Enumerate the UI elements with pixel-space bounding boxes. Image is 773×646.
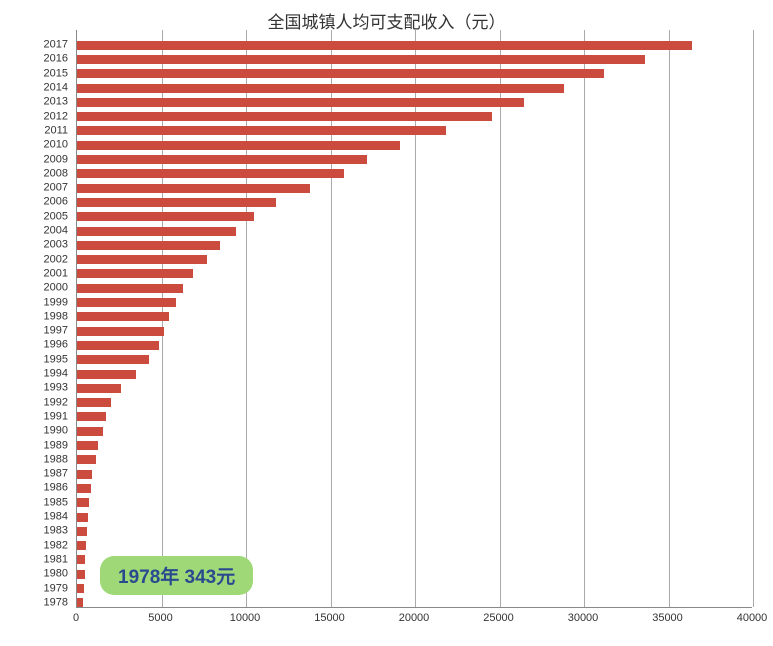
y-tick-label: 1995 [18,354,68,365]
y-tick-label: 1982 [18,540,68,551]
y-tick-label: 2015 [18,68,68,79]
y-tick-label: 1983 [18,526,68,537]
x-tick-label: 40000 [737,612,768,624]
y-tick-label: 2012 [18,111,68,122]
y-tick-label: 1997 [18,326,68,337]
y-axis-labels: 1978 1979 1980 1981 1982 1983 1984 1985 1986 1987… [0,30,72,608]
bar [77,55,645,64]
bar [77,570,85,579]
x-tick-label: 35000 [652,612,683,624]
bar [77,470,92,479]
y-tick-label: 2014 [18,83,68,94]
bar [77,427,103,436]
bar [77,498,89,507]
bar [77,84,564,93]
bar [77,126,446,135]
y-tick-label: 1988 [18,454,68,465]
bar [77,169,344,178]
y-tick-label: 1979 [18,583,68,594]
bar [77,141,400,150]
grid-line [500,30,501,607]
bar [77,41,692,50]
y-tick-label: 2017 [18,40,68,51]
y-tick-label: 2000 [18,283,68,294]
bar [77,98,524,107]
x-axis-labels: 0500010000150002000025000300003500040000 [76,612,752,632]
x-tick-label: 25000 [483,612,514,624]
bar [77,355,149,364]
y-tick-label: 1996 [18,340,68,351]
y-tick-label: 2013 [18,97,68,108]
y-tick-label: 2006 [18,197,68,208]
bar [77,312,169,321]
grid-line [584,30,585,607]
bar [77,198,276,207]
chart-title: 全国城镇人均可支配收入（元） [0,0,773,33]
y-tick-label: 2004 [18,226,68,237]
bar [77,455,96,464]
x-tick-label: 20000 [399,612,430,624]
y-tick-label: 1981 [18,554,68,565]
bar [77,227,236,236]
y-tick-label: 2002 [18,254,68,265]
y-tick-label: 1980 [18,569,68,580]
bar [77,69,604,78]
y-tick-label: 2011 [18,125,68,136]
bar [77,255,207,264]
y-tick-label: 2003 [18,240,68,251]
bar [77,484,91,493]
bar [77,584,84,593]
bar [77,555,85,564]
y-tick-label: 1985 [18,497,68,508]
y-tick-label: 1992 [18,397,68,408]
y-tick-label: 1994 [18,369,68,380]
bar [77,212,254,221]
bar [77,112,492,121]
plot-region [76,30,752,608]
y-tick-label: 1989 [18,440,68,451]
bar [77,341,159,350]
bar [77,412,106,421]
bar [77,184,310,193]
y-tick-label: 2009 [18,154,68,165]
y-tick-label: 2001 [18,268,68,279]
x-tick-label: 10000 [230,612,261,624]
bar [77,513,88,522]
bar [77,241,220,250]
y-tick-label: 1990 [18,426,68,437]
y-tick-label: 1993 [18,383,68,394]
bar [77,398,111,407]
y-tick-label: 2008 [18,168,68,179]
bar [77,598,83,607]
y-tick-label: 1984 [18,512,68,523]
highlight-badge: 1978年 343元 [100,556,253,595]
x-tick-label: 0 [73,612,79,624]
bar [77,298,176,307]
bar [77,541,86,550]
bar [77,284,183,293]
y-tick-label: 1999 [18,297,68,308]
y-tick-label: 1978 [18,597,68,608]
chart-area [76,30,752,620]
y-tick-label: 1986 [18,483,68,494]
y-tick-label: 1987 [18,469,68,480]
y-tick-label: 2007 [18,183,68,194]
y-tick-label: 1998 [18,311,68,322]
bar [77,370,136,379]
y-tick-label: 1991 [18,411,68,422]
y-tick-label: 2005 [18,211,68,222]
bar [77,527,87,536]
bar [77,269,193,278]
x-tick-label: 15000 [314,612,345,624]
bar [77,384,121,393]
x-tick-label: 30000 [568,612,599,624]
bar [77,327,164,336]
bar [77,441,98,450]
y-tick-label: 2010 [18,140,68,151]
grid-line [753,30,754,607]
x-tick-label: 5000 [148,612,172,624]
grid-line [669,30,670,607]
bar [77,155,367,164]
y-tick-label: 2016 [18,54,68,65]
